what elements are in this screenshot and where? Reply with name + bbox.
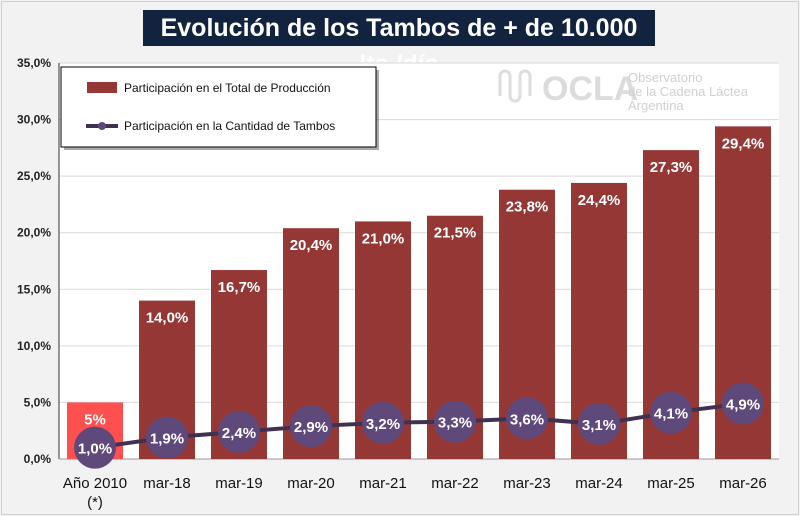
x-tick-label: mar-19	[215, 475, 263, 492]
bar-data-label: 24,4%	[578, 192, 621, 209]
x-tick-label: mar-23	[503, 475, 551, 492]
line-marker	[722, 382, 764, 425]
line-data-label: 3,6%	[510, 411, 544, 428]
line-data-label: 2,4%	[222, 425, 256, 442]
bar-data-label: 20,4%	[290, 237, 333, 254]
bar-data-label: 21,0%	[362, 230, 405, 247]
line-marker	[650, 391, 692, 434]
legend-label: Participación en el Total de Producción	[124, 81, 331, 95]
x-tick-label: mar-26	[719, 475, 767, 492]
line-data-label: 3,2%	[366, 416, 400, 433]
watermark-brand: OCLA	[542, 70, 638, 108]
line-data-label: 3,1%	[582, 417, 616, 434]
x-tick-label: mar-21	[359, 475, 407, 492]
bar-data-label: 23,8%	[506, 199, 549, 216]
line-marker	[506, 397, 548, 440]
watermark-line: Argentina	[628, 98, 684, 113]
y-tick-label: 20,0%	[17, 226, 51, 240]
line-marker	[218, 410, 260, 453]
bar-data-label: 27,3%	[650, 159, 693, 176]
line-data-label: 4,1%	[654, 406, 688, 423]
line-marker	[290, 405, 332, 448]
x-tick-label: mar-20	[287, 475, 335, 492]
legend-swatch-marker	[98, 122, 106, 130]
line-marker	[362, 401, 404, 444]
x-tick-label: mar-25	[647, 475, 695, 492]
x-tick-label: mar-22	[431, 475, 479, 492]
x-tick-label: mar-24	[575, 475, 623, 492]
line-marker	[578, 402, 620, 445]
line-marker	[434, 400, 476, 443]
legend-swatch-bar	[87, 82, 117, 93]
watermark-line: Observatorio	[628, 70, 702, 85]
bar-data-label: 21,5%	[434, 225, 477, 242]
line-marker	[146, 416, 188, 459]
line-data-label: 1,0%	[78, 441, 112, 458]
line-data-label: 1,9%	[150, 431, 184, 448]
y-tick-label: 5,0%	[24, 395, 52, 409]
bar-data-label: 5%	[84, 411, 106, 428]
line-data-label: 3,3%	[438, 415, 472, 432]
bar-data-label: 29,4%	[722, 135, 765, 152]
y-tick-label: 25,0%	[17, 169, 51, 183]
legend	[60, 66, 377, 148]
watermark-line: de la Cadena Láctea	[628, 84, 749, 99]
ocla-logo-icon	[498, 69, 532, 103]
y-tick-label: 35,0%	[17, 56, 51, 70]
bar-data-label: 16,7%	[218, 279, 261, 296]
legend-label: Participación en la Cantidad de Tambos	[124, 119, 335, 133]
series-line	[94, 401, 744, 450]
x-tick-label: mar-18	[143, 475, 191, 492]
y-tick-label: 15,0%	[17, 282, 51, 296]
y-tick-label: 0,0%	[24, 452, 52, 466]
line-marker	[74, 426, 116, 469]
y-tick-label: 30,0%	[17, 113, 51, 127]
x-tick-label-note: (*)	[87, 494, 103, 511]
x-tick-label: Año 2010	[63, 475, 127, 492]
y-tick-label: 10,0%	[17, 339, 51, 353]
line-data-label: 2,9%	[294, 419, 328, 436]
bar-data-label: 14,0%	[146, 310, 189, 327]
line-data-label: 4,9%	[726, 397, 760, 414]
